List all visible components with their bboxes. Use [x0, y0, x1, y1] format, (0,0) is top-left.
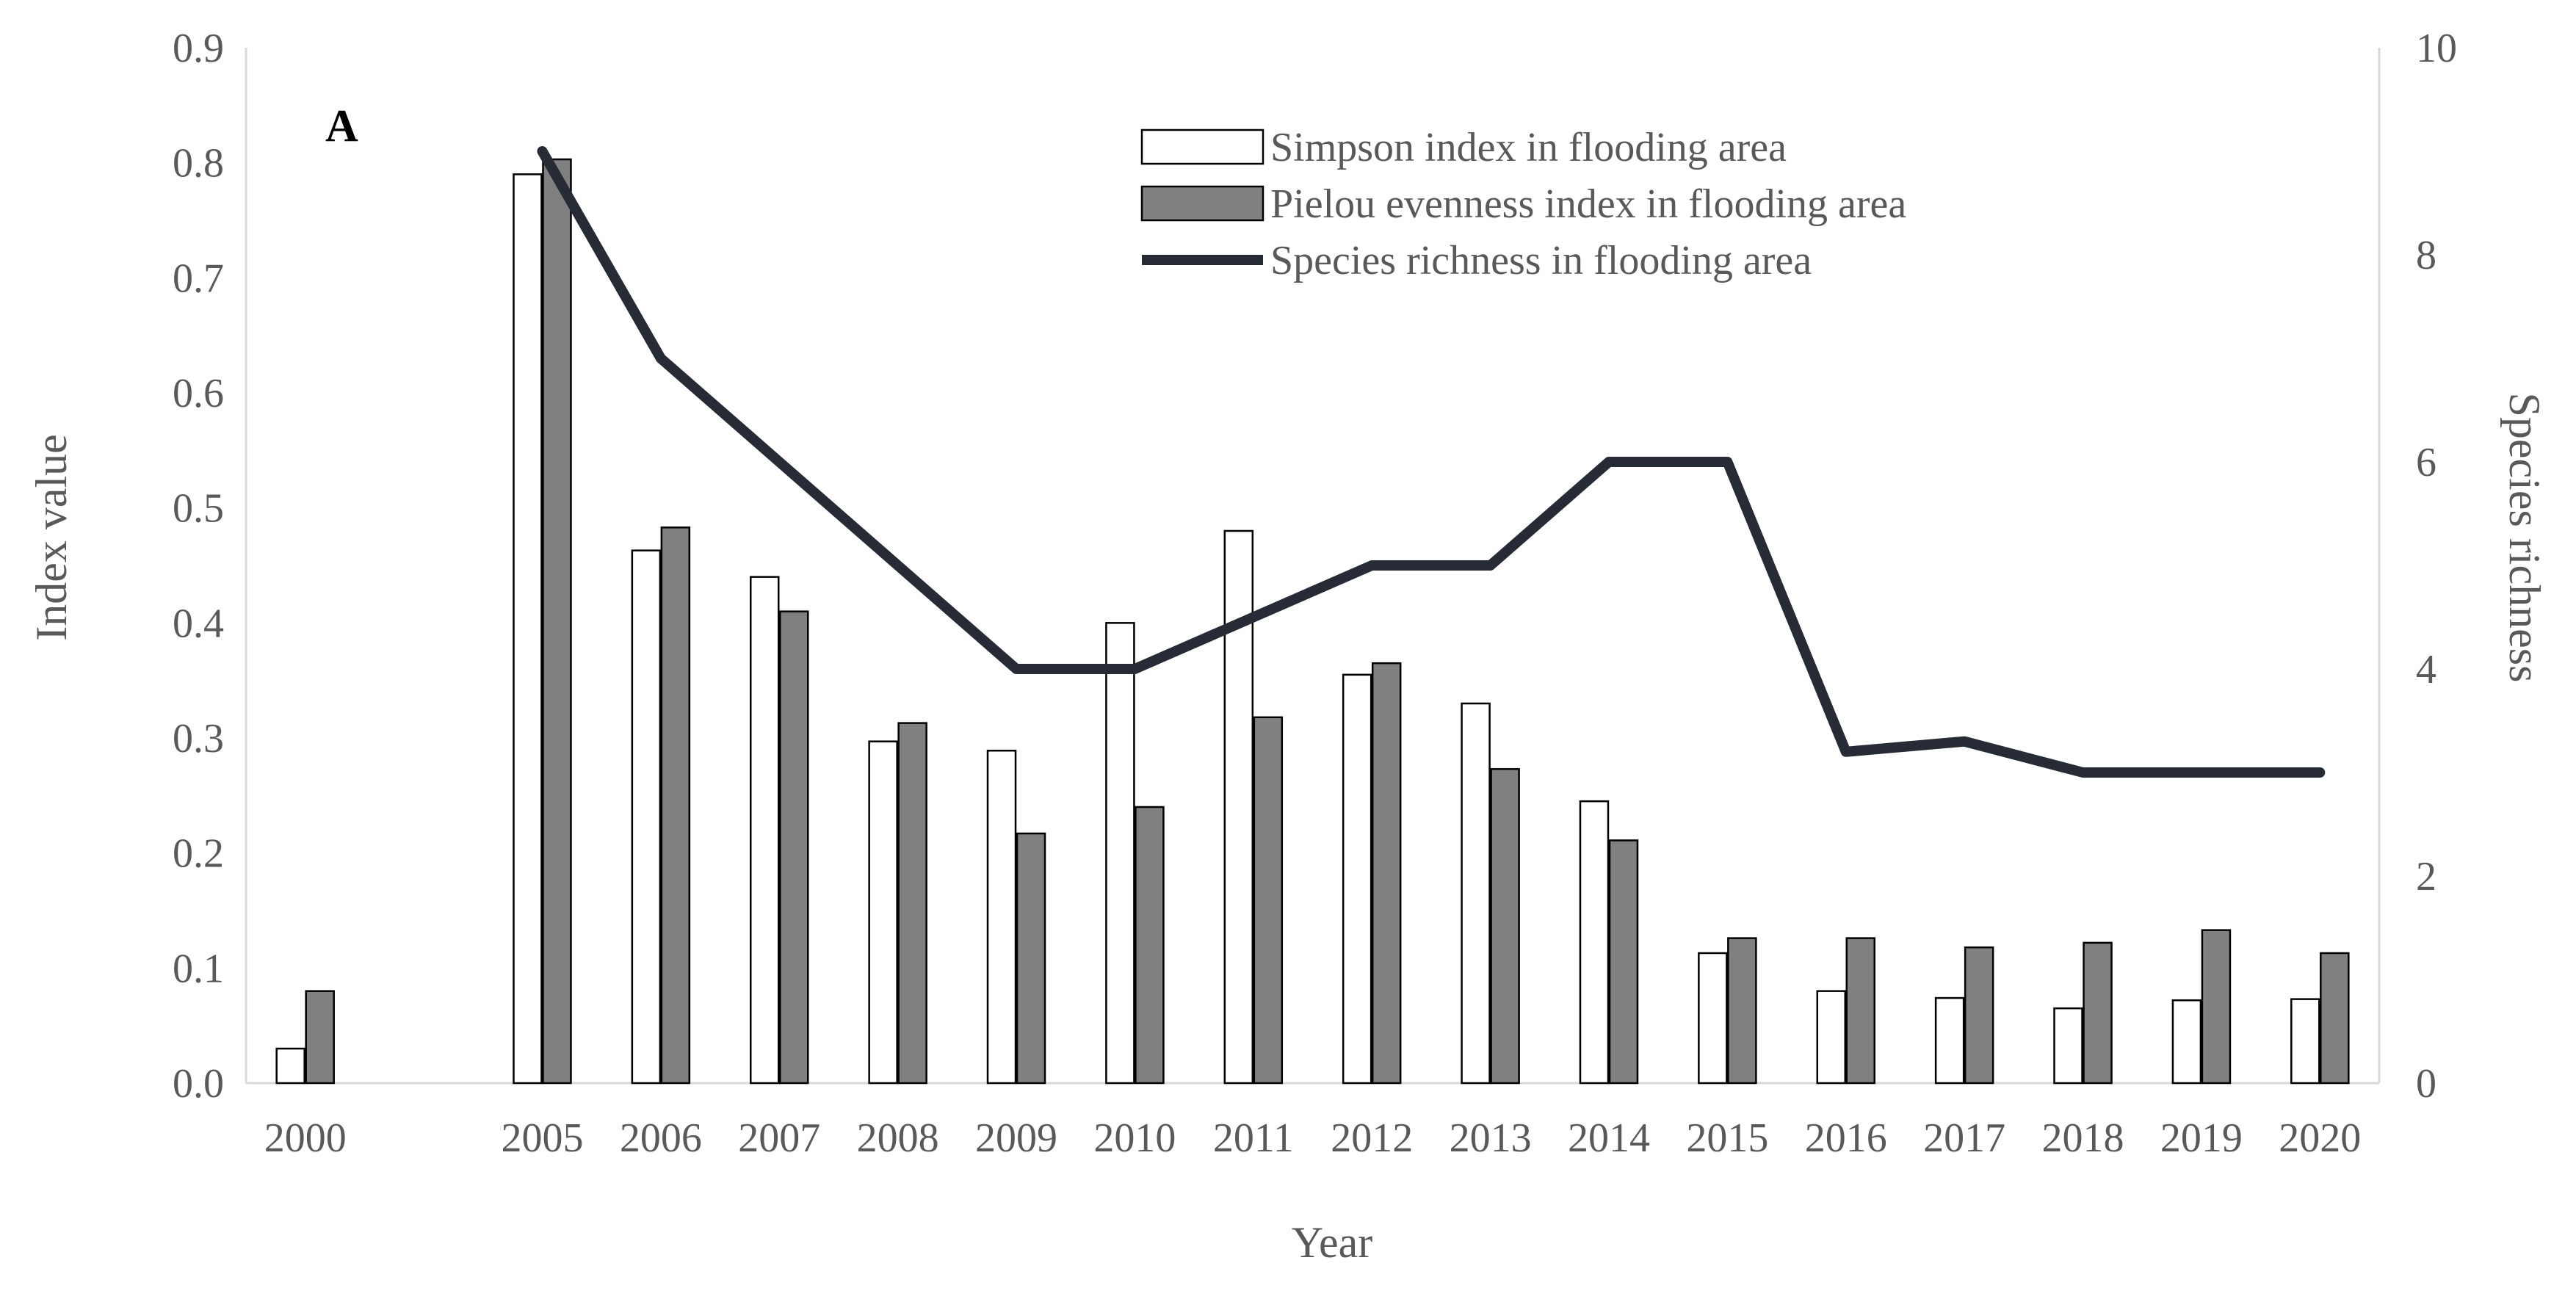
bar-pielou-2005	[542, 158, 572, 1085]
bar-pielou-2017	[1964, 946, 1994, 1085]
bar-simpson-2005	[513, 173, 543, 1085]
y2-tick-label: 2	[2416, 854, 2436, 900]
bar-simpson-2016	[1816, 990, 1846, 1085]
axes-layer	[245, 48, 2381, 1085]
bar-simpson-2013	[1461, 702, 1491, 1085]
legend-swatch	[1140, 185, 1265, 222]
y2-axis-title: Species richness	[2500, 393, 2549, 683]
y-tick-label: 0.7	[173, 256, 224, 301]
x-tick-label: 2013	[1450, 1115, 1532, 1161]
legend-label: Pielou evenness index in flooding area	[1270, 181, 1906, 227]
y2-tick-label: 8	[2416, 233, 2436, 278]
ticks-layer: 0.0 0.1 0.2 0.3 0.4 0.5 0.6 0.7 0.8 0.9 0 2 4 6 8 10 200…	[173, 26, 2457, 1161]
bar-pielou-2011	[1253, 716, 1284, 1085]
y2-tick-label: 10	[2416, 26, 2457, 71]
bar-pielou-2013	[1490, 768, 1520, 1085]
x-tick-label: 2016	[1805, 1115, 1887, 1161]
y2-tick-label: 4	[2416, 647, 2436, 692]
x-tick-label: 2005	[501, 1115, 583, 1161]
legend-label: Simpson index in flooding area	[1270, 125, 1787, 170]
x-tick-label: 2011	[1213, 1115, 1294, 1161]
legend: Simpson index in flooding area Pielou eve…	[1140, 125, 1906, 283]
bar-pielou-2019	[2201, 929, 2232, 1085]
y-tick-label: 0.8	[173, 141, 224, 187]
x-tick-label: 2006	[620, 1115, 702, 1161]
bar-pielou-2000	[305, 990, 335, 1085]
x-tick-label: 2017	[1923, 1115, 2005, 1161]
line-species-richness	[537, 146, 2326, 778]
line-layer	[537, 146, 2326, 778]
y-tick-label: 0.9	[173, 26, 224, 71]
bar-pielou-2020	[2320, 952, 2350, 1085]
y-tick-label: 0.1	[173, 946, 224, 991]
bar-simpson-2018	[2053, 1007, 2083, 1085]
bar-simpson-2019	[2171, 999, 2202, 1085]
x-tick-label: 2012	[1331, 1115, 1413, 1161]
bar-simpson-2010	[1105, 622, 1135, 1085]
y-tick-label: 0.3	[173, 716, 224, 761]
bar-pielou-2012	[1371, 662, 1402, 1085]
bar-pielou-2010	[1135, 806, 1165, 1085]
bar-simpson-2015	[1698, 952, 1728, 1085]
legend-swatch	[1140, 129, 1265, 165]
y2-tick-label: 6	[2416, 440, 2436, 485]
bar-pielou-2007	[779, 610, 809, 1085]
x-tick-label: 2008	[857, 1115, 939, 1161]
bar-simpson-2009	[986, 749, 1017, 1085]
y-tick-label: 0.2	[173, 831, 224, 877]
x-tick-label: 2018	[2042, 1115, 2124, 1161]
bar-simpson-2020	[2290, 998, 2320, 1085]
x-tick-label: 2000	[264, 1115, 347, 1161]
bar-pielou-2015	[1727, 937, 1757, 1085]
y-tick-label: 0.6	[173, 371, 224, 416]
bar-simpson-2000	[275, 1047, 305, 1085]
x-tick-label: 2009	[975, 1115, 1057, 1161]
x-tick-label: 2010	[1093, 1115, 1176, 1161]
bar-simpson-2014	[1579, 800, 1610, 1085]
bar-pielou-2006	[660, 527, 691, 1085]
bar-pielou-2018	[2083, 941, 2113, 1085]
bar-simpson-2007	[750, 576, 780, 1085]
y2-tick-label: 0	[2416, 1061, 2436, 1107]
bar-simpson-2006	[631, 549, 662, 1085]
bar-simpson-2008	[868, 740, 898, 1085]
bar-pielou-2016	[1845, 937, 1875, 1085]
bar-pielou-2008	[897, 722, 927, 1085]
y-tick-label: 0.5	[173, 486, 224, 532]
bar-simpson-2012	[1342, 673, 1372, 1085]
panel-label: A	[325, 101, 358, 151]
bar-pielou-2009	[1016, 832, 1046, 1085]
x-tick-label: 2020	[2279, 1115, 2361, 1161]
bar-pielou-2014	[1608, 839, 1639, 1085]
x-tick-label: 2019	[2160, 1115, 2243, 1161]
legend-label: Species richness in flooding area	[1270, 238, 1812, 283]
y-tick-label: 0.0	[173, 1061, 224, 1107]
bars-layer	[275, 158, 2350, 1085]
y-tick-label: 0.4	[173, 601, 224, 646]
x-tick-label: 2007	[738, 1115, 820, 1161]
y-axis-title: Index value	[27, 434, 76, 641]
x-tick-label: 2014	[1568, 1115, 1650, 1161]
x-axis-title: Year	[1292, 1218, 1373, 1267]
x-tick-label: 2015	[1686, 1115, 1768, 1161]
bar-simpson-2017	[1934, 996, 1965, 1085]
